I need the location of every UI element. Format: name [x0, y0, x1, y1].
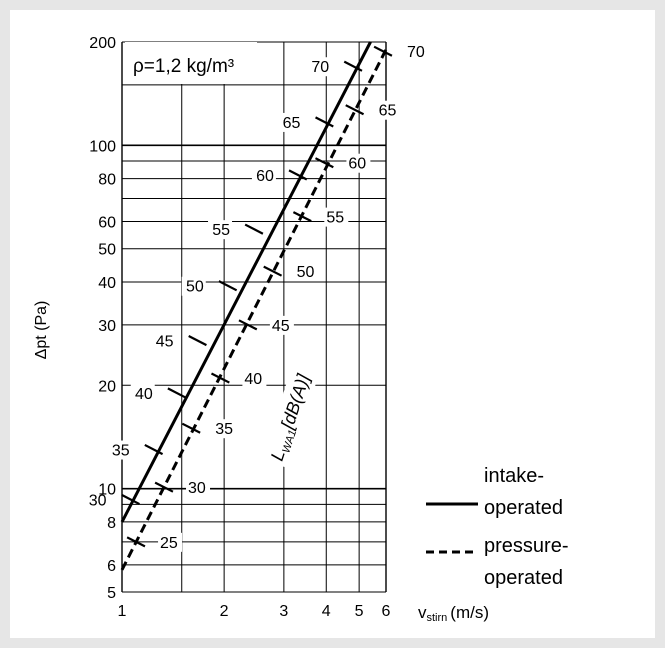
series-marker [154, 481, 174, 493]
x-tick-label: 2 [220, 603, 229, 620]
y-tick-label: 200 [89, 35, 116, 52]
marker-label-backing [307, 57, 332, 77]
series-marker [188, 334, 207, 347]
x-axis-label-main: v [418, 603, 427, 622]
series-marker [244, 223, 264, 235]
marker-label-backing [186, 478, 211, 498]
marker-label-backing [294, 262, 319, 282]
density-annotation: ρ=1,2 kg/m³ [133, 56, 234, 77]
series-markers: 30 35 40 45 50 55 60 65 70 25 30 35 40 45 50 55 60 65 70 [84, 42, 430, 552]
marker-label-backing [251, 165, 276, 185]
x-tick-label: 6 [382, 603, 391, 620]
series-marker [343, 60, 363, 72]
y-tick-label: 30 [98, 318, 116, 335]
series-marker [218, 280, 238, 292]
series-lines [120, 41, 388, 571]
marker-label-backing [107, 440, 132, 460]
marker-label-backing [346, 153, 371, 173]
marker-label: 45 [156, 334, 174, 351]
series-marker [238, 319, 258, 331]
series-line-pressure [120, 48, 388, 571]
marker-label: 45 [272, 318, 290, 335]
y-axis-label: Δpt (Pa) [33, 301, 50, 360]
y-tick-label: 5 [107, 585, 116, 602]
marker-label: 60 [348, 156, 366, 173]
y-tick-label: 60 [98, 215, 116, 232]
legend-pressure-line1: pressure- [484, 535, 568, 557]
series-marker [315, 116, 334, 128]
x-tick-label: 4 [322, 603, 331, 620]
marker-label-backing [324, 207, 349, 227]
y-tick-label: 50 [98, 242, 116, 259]
series-marker [373, 45, 393, 57]
x-axis-label: vstirn (m/s) [418, 603, 489, 624]
marker-label: 30 [188, 480, 206, 497]
marker-label: 50 [186, 279, 204, 296]
marker-label-backing [269, 315, 294, 335]
y-tick-label: 6 [107, 558, 116, 575]
marker-label-backing [208, 220, 233, 240]
series-marker [144, 443, 164, 456]
marker-label: 70 [407, 44, 425, 61]
marker-label-backing [130, 383, 155, 403]
marker-label-backing [405, 42, 430, 62]
marker-label: 30 [89, 492, 107, 509]
marker-label-backing [278, 112, 303, 132]
series-marker [181, 422, 201, 434]
y-tick-label: 80 [98, 172, 116, 189]
marker-label: 65 [283, 115, 301, 132]
y-tick-label: 20 [98, 378, 116, 395]
series-marker [314, 157, 334, 169]
marker-label-backing [151, 331, 176, 351]
series-marker [292, 211, 312, 223]
legend-pressure-line2: operated [484, 567, 563, 589]
series-marker [288, 169, 308, 181]
series-marker [263, 265, 283, 277]
diagonal-series-label: LWA1[dB(A)] [261, 347, 325, 469]
series-marker [345, 104, 365, 116]
marker-label-backing [84, 490, 109, 510]
marker-label: 35 [112, 443, 130, 460]
legend-intake-line1: intake- [484, 465, 544, 487]
marker-label-backing [158, 532, 183, 552]
legend: intake- operated pressure- operated [426, 465, 568, 589]
marker-label-backing [213, 419, 238, 439]
marker-label: 40 [135, 386, 153, 403]
marker-label: 40 [244, 371, 262, 388]
marker-label: 55 [326, 210, 344, 227]
x-axis-label-sub: stirn [427, 612, 448, 624]
y-tick-label: 40 [98, 275, 116, 292]
x-tick-label: 3 [279, 603, 288, 620]
series-marker [126, 536, 146, 548]
marker-label: 25 [160, 535, 178, 552]
annotation-box [125, 42, 257, 84]
y-tick-labels: 5 6 8 10 20 30 40 50 60 80 100 200 [89, 35, 116, 602]
x-axis-label-unit: (m/s) [450, 603, 489, 622]
series-line-intake [120, 41, 372, 523]
marker-label: 65 [379, 103, 397, 120]
marker-label-backing [376, 100, 401, 120]
marker-label: 35 [215, 421, 233, 438]
diagonal-label-backing [261, 347, 325, 469]
y-tick-label: 100 [89, 138, 116, 155]
marker-label-backing [242, 369, 267, 389]
series-marker [167, 387, 187, 399]
x-tick-label: 1 [118, 603, 127, 620]
marker-label: 55 [212, 222, 230, 239]
series-marker [210, 372, 230, 384]
series-marker [121, 493, 140, 506]
y-tick-label: 8 [107, 515, 116, 532]
y-tick-label: 10 [98, 482, 116, 499]
x-tick-labels: 1 2 3 4 5 6 [118, 603, 391, 620]
marker-label-backing [181, 276, 206, 296]
x-tick-label: 5 [355, 603, 364, 620]
marker-label: 50 [297, 264, 315, 281]
marker-label: 70 [311, 59, 329, 76]
legend-intake-line2: operated [484, 497, 563, 519]
marker-label: 60 [256, 168, 274, 185]
